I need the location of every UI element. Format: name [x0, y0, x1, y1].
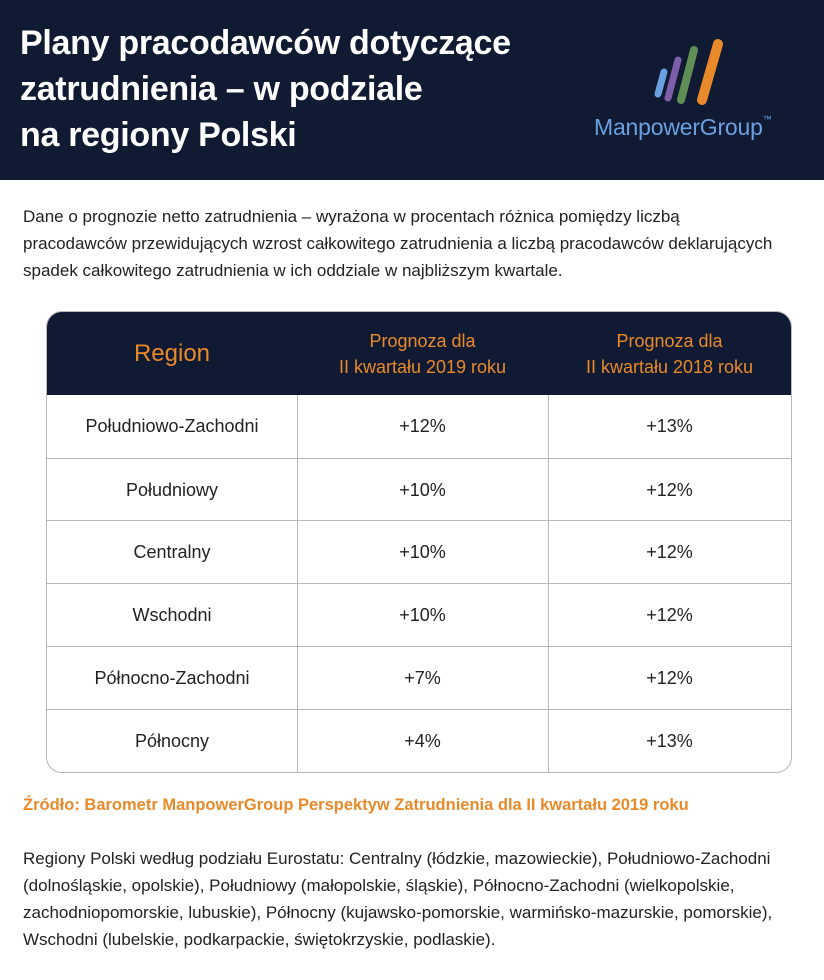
footnote-line: zachodniopomorskie, lubuskie), Północny …: [23, 903, 773, 922]
forecast-2019-cell: +4%: [404, 730, 441, 751]
forecast-2018-cell: +12%: [646, 541, 693, 562]
logo-wordmark: ManpowerGroup™: [594, 114, 772, 140]
forecast-2019-cell: +10%: [399, 479, 446, 500]
forecast-2019-cell: +12%: [399, 415, 446, 436]
region-cell: Południowy: [125, 479, 219, 500]
forecast-table: Region Prognoza dla II kwartału 2019 rok…: [46, 311, 792, 773]
region-cell: Północno-Zachodni: [94, 667, 250, 688]
forecast-2018-cell: +13%: [646, 415, 693, 436]
table-row: Wschodni +10% +12%: [47, 583, 791, 646]
footnote-line: Regiony Polski według podziału Eurostatu…: [23, 849, 771, 868]
intro-line: Dane o prognozie netto zatrudnienia – wy…: [23, 207, 680, 226]
forecast-2019-cell: +7%: [404, 667, 441, 688]
forecast-2019-cell: +10%: [399, 604, 446, 625]
table-row: Południowo-Zachodni +12% +13%: [47, 395, 791, 457]
table-row: Południowy +10% +12%: [47, 458, 791, 521]
table-row: Północno-Zachodni +7% +12%: [47, 646, 791, 709]
regions-footnote: Regiony Polski według podziału Eurostatu…: [23, 845, 813, 953]
title-line: Plany pracodawców dotyczące: [20, 24, 511, 62]
column-divider: [548, 395, 549, 772]
table-header: Region Prognoza dla II kwartału 2019 rok…: [47, 312, 791, 395]
source-note: Źródło: Barometr ManpowerGroup Perspekty…: [23, 796, 689, 814]
forecast-2019-cell: +10%: [399, 541, 446, 562]
region-cell: Wschodni: [132, 604, 212, 625]
region-cell: Centralny: [133, 541, 211, 562]
region-cell: Północny: [134, 730, 210, 751]
column-header-forecast-2019: Prognoza dla II kwartału 2019 roku: [338, 330, 507, 377]
title-line: na regiony Polski: [20, 116, 297, 154]
footnote-line: Wschodni (lubelskie, podkarpackie, święt…: [23, 930, 496, 949]
footnote-line: (dolnośląskie, opolskie), Południowy (ma…: [23, 876, 735, 895]
column-header-forecast-2018: Prognoza dla II kwartału 2018 roku: [585, 330, 754, 377]
intro-line: pracodawców przewidujących wzrost całkow…: [23, 234, 773, 253]
intro-paragraph: Dane o prognozie netto zatrudnienia – wy…: [23, 203, 813, 284]
column-header-region: Region: [133, 339, 211, 367]
forecast-2018-cell: +12%: [646, 604, 693, 625]
title-line: zatrudnienia – w podziale: [20, 70, 423, 108]
forecast-2018-cell: +13%: [646, 730, 693, 751]
column-divider: [297, 395, 298, 772]
intro-line: spadek całkowitego zatrudnienia w ich od…: [23, 261, 563, 280]
forecast-2018-cell: +12%: [646, 667, 693, 688]
forecast-2018-cell: +12%: [646, 479, 693, 500]
region-cell: Południowo-Zachodni: [85, 415, 259, 436]
table-row: Centralny +10% +12%: [47, 520, 791, 583]
page-title: Plany pracodawców dotyczące zatrudnienia…: [20, 20, 560, 158]
manpowergroup-logo-icon: [654, 39, 723, 105]
header-banner: Plany pracodawców dotyczące zatrudnienia…: [0, 0, 824, 180]
table-row: Północny +4% +13%: [47, 709, 791, 772]
